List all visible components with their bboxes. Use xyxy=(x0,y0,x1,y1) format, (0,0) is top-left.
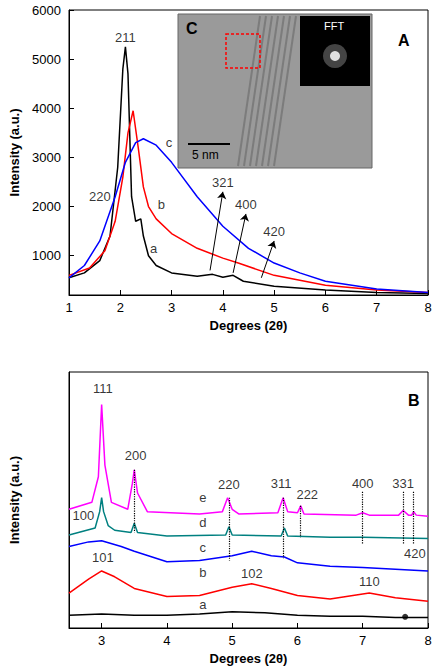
svg-text:Intensity (a.u.): Intensity (a.u.) xyxy=(7,108,22,196)
svg-text:222: 222 xyxy=(296,487,318,502)
svg-text:4000: 4000 xyxy=(32,101,61,116)
svg-text:7: 7 xyxy=(359,633,366,648)
svg-text:Degrees (2θ): Degrees (2θ) xyxy=(210,651,288,666)
svg-text:101: 101 xyxy=(92,550,114,565)
svg-text:5000: 5000 xyxy=(32,52,61,67)
svg-text:220: 220 xyxy=(89,189,111,204)
svg-text:c: c xyxy=(166,135,173,150)
svg-text:C: C xyxy=(186,20,198,37)
svg-text:311: 311 xyxy=(271,476,292,491)
svg-text:2: 2 xyxy=(117,300,124,315)
svg-text:111: 111 xyxy=(93,381,113,396)
svg-text:200: 200 xyxy=(125,448,147,463)
svg-text:5: 5 xyxy=(229,633,236,648)
svg-text:8: 8 xyxy=(424,633,431,648)
svg-text:4: 4 xyxy=(219,300,226,315)
svg-text:211: 211 xyxy=(115,30,136,45)
svg-text:8: 8 xyxy=(424,300,431,315)
svg-text:A: A xyxy=(398,32,410,49)
svg-text:B: B xyxy=(408,392,420,409)
svg-text:220: 220 xyxy=(218,477,240,492)
svg-text:1000: 1000 xyxy=(32,248,61,263)
svg-text:Intensity (a.u.): Intensity (a.u.) xyxy=(7,456,22,544)
svg-text:b: b xyxy=(199,565,206,580)
svg-text:4: 4 xyxy=(163,633,170,648)
svg-text:331: 331 xyxy=(392,476,414,491)
svg-text:400: 400 xyxy=(235,197,257,212)
svg-text:3000: 3000 xyxy=(32,150,61,165)
svg-text:c: c xyxy=(200,540,207,555)
svg-text:102: 102 xyxy=(241,566,263,581)
svg-text:2000: 2000 xyxy=(32,199,61,214)
svg-text:e: e xyxy=(199,490,206,505)
svg-text:FFT: FFT xyxy=(324,20,344,32)
svg-text:3: 3 xyxy=(98,633,105,648)
svg-text:Degrees (2θ): Degrees (2θ) xyxy=(210,318,288,333)
svg-text:a: a xyxy=(199,597,207,612)
svg-text:400: 400 xyxy=(352,476,374,491)
svg-text:6: 6 xyxy=(322,300,329,315)
svg-text:1: 1 xyxy=(65,300,72,315)
svg-text:7: 7 xyxy=(373,300,380,315)
svg-text:a: a xyxy=(150,241,158,256)
svg-text:420: 420 xyxy=(263,224,285,239)
svg-text:b: b xyxy=(158,197,165,212)
svg-text:6000: 6000 xyxy=(32,3,61,18)
svg-text:420: 420 xyxy=(404,546,426,561)
svg-text:5: 5 xyxy=(271,300,278,315)
svg-text:321: 321 xyxy=(212,175,234,190)
svg-text:3: 3 xyxy=(168,300,175,315)
svg-text:d: d xyxy=(199,515,206,530)
svg-text:110: 110 xyxy=(359,574,380,589)
svg-text:6: 6 xyxy=(294,633,301,648)
svg-text:5 nm: 5 nm xyxy=(192,148,219,162)
svg-text:100: 100 xyxy=(73,508,95,523)
